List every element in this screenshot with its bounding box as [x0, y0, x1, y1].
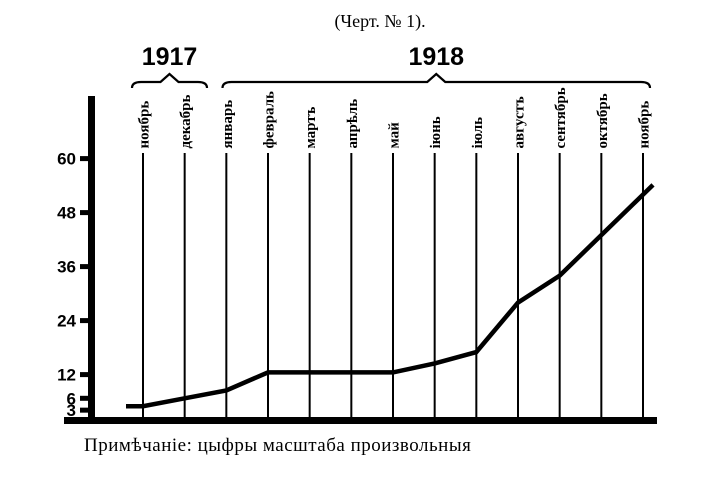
y-tick-label: 36: [57, 258, 76, 277]
year-label: 1918: [408, 43, 464, 71]
y-tick-label: 48: [57, 204, 76, 223]
month-label: октябрь: [595, 93, 611, 148]
y-tick-label: 6: [67, 389, 76, 408]
y-tick-label: 60: [57, 150, 76, 169]
y-tick: [80, 318, 88, 324]
y-tick: [80, 395, 88, 401]
month-label: февраль: [262, 91, 278, 149]
y-axis: [88, 96, 95, 424]
y-tick-label: 12: [57, 366, 76, 385]
x-axis: [64, 417, 657, 424]
month-label: май: [387, 122, 403, 149]
month-label: сентябрь: [553, 87, 569, 148]
y-tick: [80, 372, 88, 378]
figure-title: (Черт. № 1).: [334, 11, 426, 31]
month-label: августъ: [512, 96, 528, 148]
data-line: [126, 183, 655, 409]
month-label: ноябрь: [137, 101, 153, 149]
y-tick: [80, 210, 88, 216]
y-tick-label: 3: [67, 401, 76, 420]
month-label: ноябрь: [637, 101, 653, 149]
y-tick-label: 24: [57, 312, 76, 331]
year-brace: [221, 72, 652, 89]
month-label: іюль: [470, 117, 486, 149]
y-tick: [80, 156, 88, 162]
y-tick: [80, 264, 88, 270]
month-label: декабрь: [178, 94, 194, 148]
month-label: мартъ: [303, 106, 319, 148]
month-label: январь: [220, 100, 236, 149]
year-label: 1917: [142, 43, 198, 71]
month-label: апрѣль: [345, 99, 361, 149]
y-tick: [80, 407, 88, 413]
scale-note: Примѣчаніе: цыфры масштаба произвольныя: [84, 435, 472, 456]
month-label: іюнь: [428, 116, 444, 148]
year-brace: [130, 72, 209, 89]
